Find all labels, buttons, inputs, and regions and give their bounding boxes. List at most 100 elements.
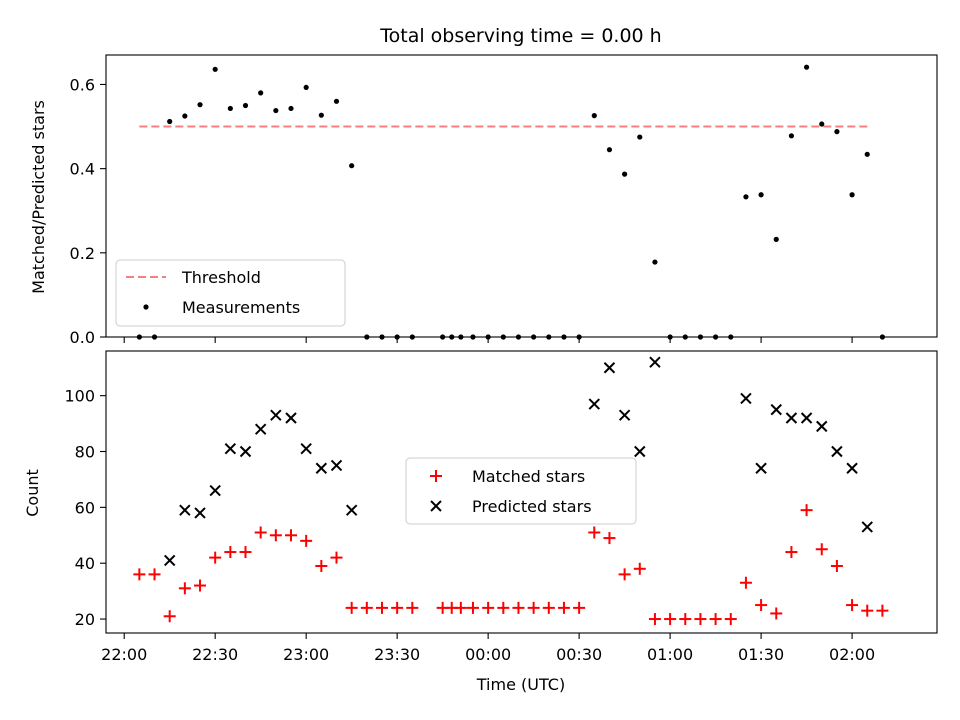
count-y-tick-label: 60 — [75, 498, 95, 517]
predicted-star-point — [254, 423, 267, 435]
measurement-point — [834, 129, 840, 135]
matched-star-point — [133, 568, 146, 581]
ratio-plot-area — [136, 64, 886, 340]
predicted-star-point — [345, 504, 358, 516]
matched-star-point — [527, 601, 540, 614]
matched-star-point — [770, 607, 783, 620]
matched-star-point — [330, 551, 343, 564]
matched-star-point — [163, 610, 176, 623]
matched-star-point — [633, 562, 646, 575]
count-axes-frame — [105, 350, 938, 634]
matched-star-point — [345, 601, 358, 614]
legend-measurements-label: Measurements — [182, 298, 300, 317]
predicted-star-point — [270, 409, 282, 421]
predicted-star-point — [588, 398, 600, 410]
predicted-star-point — [770, 403, 782, 416]
x-tick-label: 00:00 — [465, 645, 511, 664]
measurement-point — [333, 98, 340, 104]
matched-star-point — [876, 604, 889, 617]
predicted-star-point — [330, 459, 343, 472]
predicted-star-point — [603, 362, 616, 374]
matched-star-point — [603, 532, 616, 545]
count-legend: Matched stars Predicted stars — [405, 457, 637, 525]
matched-star-point — [724, 613, 737, 626]
matched-star-point — [375, 601, 388, 614]
matched-star-point — [178, 582, 191, 595]
predicted-star-point — [179, 504, 191, 516]
matched-star-point — [254, 526, 267, 539]
predicted-star-point — [209, 484, 221, 497]
measurement-point — [622, 171, 628, 177]
matched-star-point — [573, 601, 586, 614]
count-y-tick-label: 100 — [64, 387, 95, 406]
ratio-y-tick-label: 0.4 — [70, 160, 95, 179]
measurement-point — [227, 105, 233, 112]
ratio-y-tick-label: 0.2 — [70, 244, 95, 263]
predicted-star-point — [816, 420, 828, 433]
x-tick-label: 22:00 — [101, 645, 147, 664]
matched-star-point — [755, 599, 768, 612]
matched-star-point — [815, 543, 828, 556]
matched-star-point — [391, 601, 404, 614]
matched-star-point — [300, 534, 313, 547]
measurement-point — [303, 84, 309, 91]
predicted-star-point — [861, 521, 873, 533]
predicted-star-point — [194, 507, 206, 519]
measurement-point — [773, 236, 779, 242]
x-tick-label: 22:30 — [192, 645, 238, 664]
matched-star-point — [785, 546, 798, 559]
measurement-point — [273, 107, 279, 114]
count-panel: Count Time (UTC) 22:00 22:30 23:00 23:30 00:… — [23, 350, 938, 694]
matched-star-point — [194, 579, 207, 592]
matched-star-point — [360, 601, 373, 614]
matched-star-point — [557, 601, 570, 614]
measurement-point — [212, 66, 218, 72]
x-tick-label: 01:00 — [647, 645, 693, 664]
matched-star-point — [285, 529, 298, 542]
predicted-star-point — [634, 445, 646, 458]
measurement-point — [182, 113, 188, 119]
matched-star-point — [679, 613, 692, 626]
matched-star-point — [664, 613, 677, 626]
measurement-point — [242, 102, 249, 109]
ratio-axes-frame — [105, 54, 938, 338]
measurement-point — [167, 118, 173, 125]
legend-threshold-label: Threshold — [181, 268, 261, 287]
legend-matched-label: Matched stars — [472, 467, 585, 486]
count-y-axis-label: Count — [23, 469, 42, 517]
matched-star-point — [648, 613, 661, 626]
measurement-point — [743, 194, 749, 200]
measurement-point — [819, 121, 825, 127]
x-axis-label: Time (UTC) — [476, 675, 565, 694]
measurement-point — [652, 259, 658, 265]
matched-star-point — [466, 601, 479, 614]
matched-star-point — [542, 601, 555, 614]
predicted-star-point — [285, 412, 297, 424]
count-y-tick-label: 40 — [75, 554, 95, 573]
ratio-axis-ticks: 0.0 0.2 0.4 0.6 — [70, 75, 853, 347]
matched-star-point — [239, 546, 252, 559]
predicted-star-point — [239, 445, 252, 458]
measurement-point — [864, 151, 870, 157]
matched-star-point — [739, 576, 752, 589]
matched-star-point — [618, 568, 631, 581]
matched-star-point — [512, 601, 525, 614]
measurement-point — [318, 112, 324, 118]
measurement-point — [349, 163, 355, 169]
measurement-point — [591, 113, 597, 119]
x-tick-label: 00:30 — [556, 645, 602, 664]
measurement-point — [197, 102, 203, 108]
legend-matched-swatch — [430, 470, 442, 482]
matched-star-point — [406, 601, 419, 614]
count-axis-ticks: 22:00 22:30 23:00 23:30 00:00 00:30 01:00 01:30… — [64, 387, 875, 664]
ratio-y-tick-label: 0.0 — [70, 328, 95, 347]
x-tick-label: 02:00 — [829, 645, 875, 664]
measurement-point — [849, 192, 855, 198]
count-plot-area — [133, 356, 889, 626]
measurement-point — [258, 90, 264, 96]
predicted-star-point — [846, 462, 858, 474]
predicted-star-point — [649, 356, 661, 368]
predicted-star-point — [785, 412, 798, 424]
measurement-point — [788, 133, 795, 139]
